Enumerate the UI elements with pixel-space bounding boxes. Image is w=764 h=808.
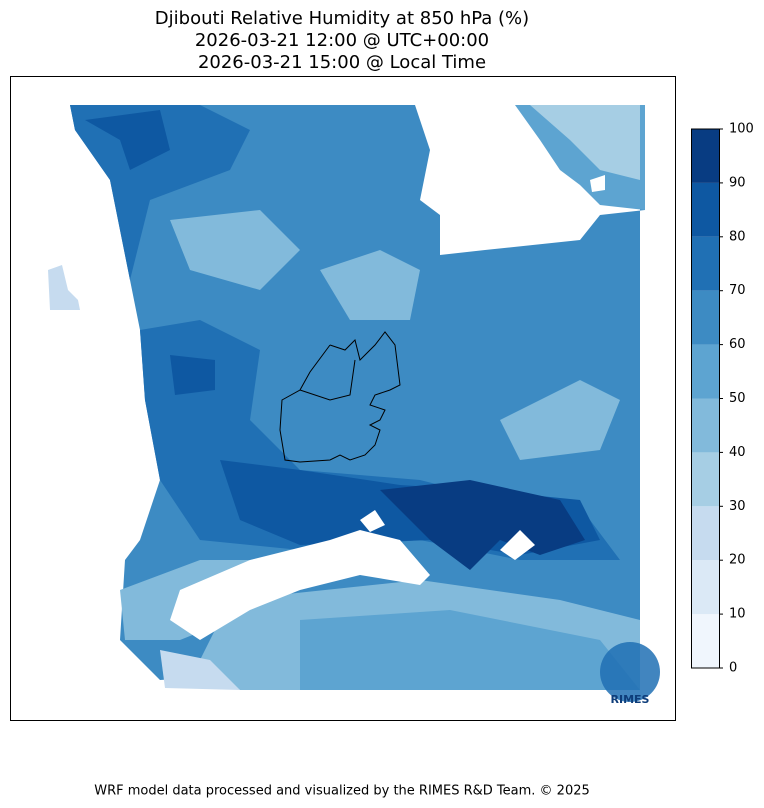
colorbar-tick-label: 10 (729, 607, 746, 622)
title-line: Djibouti Relative Humidity at 850 hPa (%… (155, 8, 529, 29)
footer: WRF model data processed and visualized … (94, 784, 590, 799)
title-line: 2026-03-21 12:00 @ UTC+00:00 (195, 30, 489, 51)
no-data-area (360, 510, 385, 532)
logo-text: RIMES (611, 693, 650, 706)
colorbar-tick-label: 60 (729, 337, 746, 352)
colorbar-segment (691, 290, 719, 345)
humidity-field (70, 105, 250, 280)
humidity-field (170, 355, 215, 395)
title-line: 2026-03-21 15:00 @ Local Time (198, 52, 486, 73)
colorbar-segment (691, 452, 719, 507)
humidity-field (320, 250, 420, 320)
colorbar-segment (691, 614, 719, 668)
colorbar-tick-label: 70 (729, 283, 746, 298)
colorbar-segment (691, 398, 719, 453)
colorbar-tick-label: 50 (729, 391, 746, 406)
humidity-field (48, 265, 80, 310)
colorbar-segment (691, 506, 719, 561)
humidity-field (160, 650, 240, 690)
humidity-field (300, 610, 640, 690)
logo (600, 642, 660, 702)
colorbar-tick-label: 40 (729, 445, 746, 460)
colorbar-tick-label: 100 (729, 122, 754, 137)
humidity-field (85, 110, 170, 170)
no-data-area (170, 530, 430, 640)
humidity-field (170, 210, 300, 290)
colorbar-segment (691, 236, 719, 291)
country-border (279, 331, 401, 463)
colorbar-segment (691, 129, 719, 183)
colorbar-tick-label: 20 (729, 553, 746, 568)
no-data-area (500, 530, 535, 560)
no-data-area (590, 175, 605, 192)
colorbar-segment (691, 560, 719, 615)
colorbar-tick-label: 80 (729, 229, 746, 244)
colorbar-segment (691, 182, 719, 237)
colorbar-segment (691, 344, 719, 399)
colorbar-tick-label: 0 (729, 661, 737, 676)
colorbar-tick-label: 30 (729, 499, 746, 514)
colorbar-tick-label: 90 (729, 175, 746, 190)
admin-border (299, 359, 356, 401)
humidity-field (530, 105, 640, 180)
colorbar: 0 10 20 30 40 50 60 70 80 90 100 (691, 122, 754, 676)
humidity-field (380, 480, 585, 570)
map: RIMES (10, 76, 676, 721)
humidity-field (500, 380, 620, 460)
